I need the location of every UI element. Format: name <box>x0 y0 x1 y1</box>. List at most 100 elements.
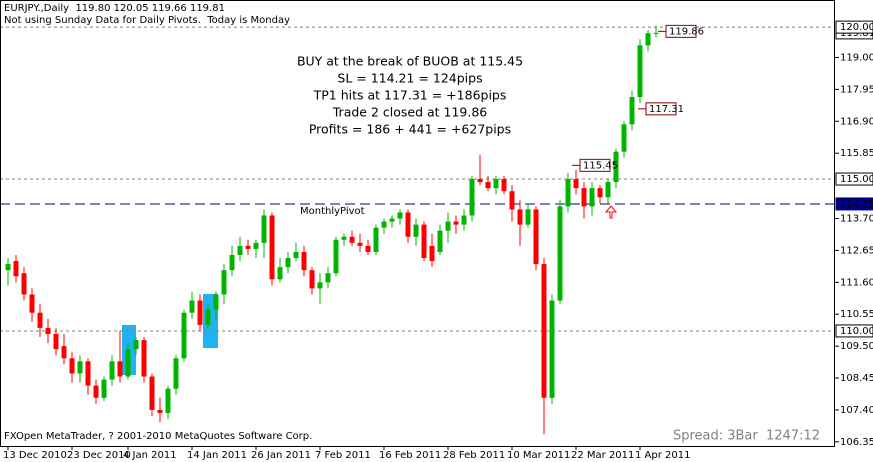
x-tick-label: 4 Jan 2011 <box>123 450 177 461</box>
level-label: 110.00 <box>840 326 873 337</box>
candle-body <box>573 179 579 189</box>
chart-title: EURJPY.,Daily 119.80 120.05 119.66 119.8… <box>4 3 225 14</box>
candle-body <box>189 300 195 313</box>
candle-body <box>5 264 11 271</box>
candle-body <box>157 409 163 413</box>
level-box <box>835 172 873 186</box>
candle-body <box>277 267 283 280</box>
candle-body <box>373 227 379 252</box>
candle-body <box>269 215 275 280</box>
candle-body <box>381 221 387 228</box>
candle-body <box>533 209 539 265</box>
x-tick-label: 23 Dec 2010 <box>67 450 131 461</box>
level-box <box>835 20 873 34</box>
candle-body <box>261 215 267 243</box>
candle-body <box>117 361 123 377</box>
x-tick-label: 13 Dec 2010 <box>3 450 67 461</box>
y-tick-label: 112.65 <box>840 245 873 256</box>
y-tick-label: 119.00 <box>840 52 873 63</box>
y-tick-label: 108.45 <box>840 373 873 384</box>
candle-body <box>581 188 587 207</box>
candle-body <box>245 245 251 249</box>
candle-body <box>397 212 403 219</box>
annotation-line: Trade 2 closed at 119.86 <box>332 105 488 120</box>
candle-body <box>557 206 563 301</box>
candle-body <box>525 209 531 225</box>
candle-body <box>77 361 83 374</box>
candle-body <box>469 179 475 216</box>
x-tick-label: 28 Feb 2011 <box>443 450 505 461</box>
footer: FXOpen MetaTrader, ? 2001-2010 MetaQuote… <box>4 431 312 442</box>
chart-subtitle: Not using Sunday Data for Daily Pivots. … <box>4 15 290 26</box>
candle-body <box>341 236 347 240</box>
level-box <box>835 197 873 211</box>
candle-body <box>421 224 427 259</box>
price-label-box <box>665 24 697 38</box>
y-tick-label: 106.35 <box>840 437 873 448</box>
x-tick-label: 7 Feb 2011 <box>315 450 371 461</box>
candle-body <box>437 230 443 252</box>
candle-body <box>541 264 547 398</box>
candle-body <box>37 312 43 328</box>
annotation-line: BUY at the break of BUOB at 115.45 <box>297 54 523 69</box>
candle-body <box>645 33 651 46</box>
candle-body <box>621 124 627 152</box>
candle-body <box>589 188 595 207</box>
level-label: 115.00 <box>840 174 873 185</box>
level-name: MonthlyPivot <box>300 206 365 217</box>
candle-body <box>365 245 371 252</box>
candle-body <box>165 388 171 413</box>
candle-body <box>565 179 571 207</box>
candle-body <box>149 376 155 410</box>
candle-body <box>141 340 147 377</box>
candle-body <box>173 358 179 389</box>
candle-body <box>453 221 459 225</box>
up-arrow <box>604 205 618 219</box>
candle-body <box>13 261 19 277</box>
candle-body <box>21 273 27 295</box>
x-tick-label: 26 Jan 2011 <box>251 450 311 461</box>
y-tick-label: 110.55 <box>840 309 873 320</box>
candle-body <box>45 327 51 334</box>
candle-body <box>549 300 555 398</box>
candle-body <box>29 294 35 313</box>
candle-body <box>85 361 91 386</box>
candle-body <box>213 294 219 310</box>
price-label: 115.45 <box>583 160 618 171</box>
candle-body <box>301 251 307 271</box>
y-tick-label: 111.60 <box>840 277 873 288</box>
price-label: 117.31 <box>649 104 684 115</box>
candle-body <box>493 179 499 189</box>
y-tick-label: 113.70 <box>840 214 873 225</box>
candle-body <box>389 218 395 222</box>
candle-body <box>285 258 291 268</box>
candle-body <box>517 209 523 225</box>
y-tick-label: 116.90 <box>840 116 873 127</box>
annotation-line: SL = 114.21 = 124pips <box>337 71 482 86</box>
x-tick-label: 22 Mar 2011 <box>571 450 634 461</box>
candle-body <box>349 236 355 243</box>
price-label: 119.86 <box>669 26 704 37</box>
candle-body <box>125 349 131 377</box>
plot-frame <box>0 0 835 447</box>
y-tick-label: 117.95 <box>840 84 873 95</box>
candle-body <box>357 242 363 246</box>
candle-body <box>181 312 187 359</box>
candle-body <box>309 270 315 289</box>
candle-body <box>461 215 467 225</box>
candle-body <box>413 224 419 237</box>
candle-body <box>405 212 411 237</box>
price-label-box <box>645 102 677 116</box>
candle-body <box>485 182 491 189</box>
candle-body <box>445 221 451 231</box>
level-label: 120.00 <box>840 22 873 33</box>
candle-body <box>613 151 619 183</box>
candle-body <box>109 361 115 380</box>
x-tick-label: 16 Feb 2011 <box>379 450 441 461</box>
candle-body <box>509 191 515 210</box>
candle-body <box>69 358 75 374</box>
x-tick-label: 14 Jan 2011 <box>187 450 247 461</box>
candle-body <box>637 45 643 97</box>
spread-info: Spread: 3Bar 1247:12 <box>673 429 820 444</box>
